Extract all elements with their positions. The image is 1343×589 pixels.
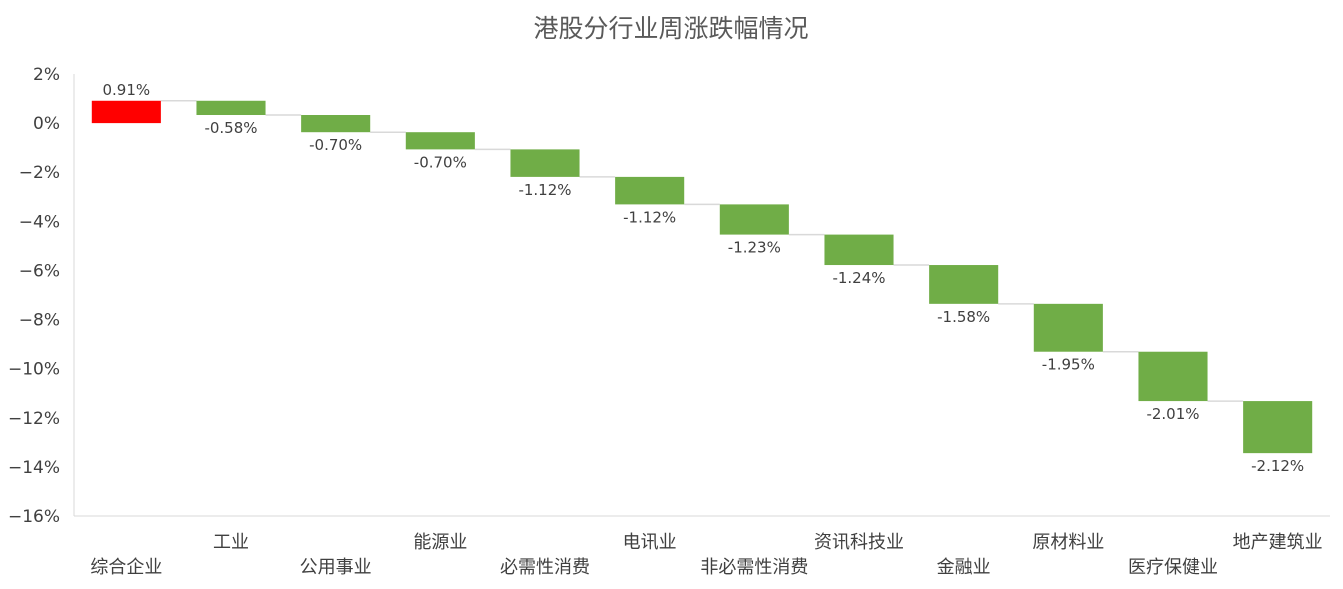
connector-lines <box>160 100 1244 402</box>
category-label: 非必需性消费 <box>700 557 808 578</box>
chart-title: 港股分行业周涨跌幅情况 <box>533 14 808 43</box>
data-label: -2.12% <box>1251 457 1304 475</box>
category-label: 综合企业 <box>90 557 162 578</box>
bar <box>824 234 894 266</box>
data-label: -1.12% <box>518 181 571 199</box>
bar <box>510 149 580 177</box>
bar <box>91 100 161 124</box>
y-tick-label: 0% <box>33 114 60 134</box>
y-tick-label: −6% <box>19 261 60 281</box>
category-label: 公用事业 <box>300 557 372 578</box>
y-tick-label: −4% <box>19 212 60 232</box>
y-tick-label: −8% <box>19 311 60 331</box>
data-label: 0.91% <box>103 81 151 99</box>
bar <box>615 176 685 205</box>
category-label: 地产建筑业 <box>1233 532 1323 553</box>
category-label: 资讯科技业 <box>814 532 904 553</box>
y-tick-label: −2% <box>19 163 60 183</box>
y-tick-label: −12% <box>8 409 60 429</box>
y-tick-label: −10% <box>8 360 60 380</box>
bars <box>91 100 1313 454</box>
data-label: -0.70% <box>414 153 467 171</box>
data-labels: 0.91% -0.58% -0.70% -0.70% -1.12% -1.12% -1.23… <box>103 81 1305 475</box>
category-label: 原材料业 <box>1032 532 1104 553</box>
y-tick-label: −14% <box>8 458 60 478</box>
y-tick-label: −16% <box>8 507 60 527</box>
data-label: -2.01% <box>1146 405 1199 423</box>
category-label: 医疗保健业 <box>1128 557 1218 578</box>
bar <box>1138 351 1208 402</box>
category-label: 金融业 <box>937 557 991 578</box>
category-label: 电讯业 <box>623 532 677 553</box>
y-tick-labels: 2% 0% −2% −4% −6% −8% −10% −12% −14% −16% <box>8 65 60 527</box>
bar <box>719 204 789 235</box>
bar <box>1243 401 1313 454</box>
category-label: 能源业 <box>413 532 467 553</box>
data-label: -1.24% <box>832 269 885 287</box>
bar <box>196 100 266 116</box>
data-label: -1.12% <box>623 208 676 226</box>
bar <box>405 132 475 150</box>
category-label: 必需性消费 <box>500 557 590 578</box>
bar <box>929 265 999 304</box>
data-label: -1.23% <box>728 239 781 257</box>
bar <box>1033 303 1103 352</box>
bar <box>301 115 371 133</box>
data-label: -0.70% <box>309 136 362 154</box>
data-label: -0.58% <box>204 119 257 137</box>
data-label: -1.95% <box>1042 356 1095 374</box>
category-label: 工业 <box>213 532 249 553</box>
data-label: -1.58% <box>937 308 990 326</box>
y-tick-label: 2% <box>33 65 60 85</box>
